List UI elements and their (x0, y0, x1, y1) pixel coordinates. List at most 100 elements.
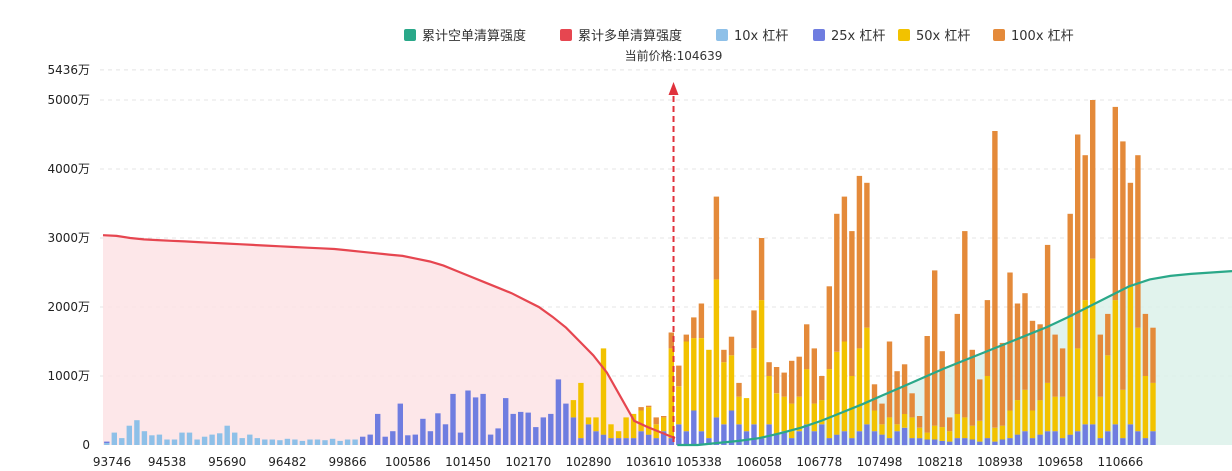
bar-segment (1044, 382, 1051, 432)
legend-item[interactable]: 累计空单清算强度 (404, 28, 526, 44)
bar-segment (969, 425, 975, 440)
legend-item[interactable]: 10x 杠杆 (716, 28, 788, 44)
legend-item[interactable]: 累计多单清算强度 (560, 28, 682, 44)
bar-segment (593, 431, 599, 445)
bar-segment (367, 434, 373, 445)
bar-segment (758, 438, 765, 445)
bar-segment (796, 396, 802, 432)
bar-segment (879, 424, 885, 435)
bar-segment (141, 431, 148, 445)
bar-segment (1142, 376, 1149, 439)
bar-segment (646, 407, 652, 435)
bar-segment (1127, 286, 1134, 425)
x-tick-label: 101450 (445, 455, 491, 469)
bar-segment (751, 424, 757, 445)
bar-segment (480, 393, 486, 445)
bar-segment (668, 348, 674, 439)
bar-segment (1135, 431, 1141, 445)
bar-segment (578, 382, 584, 439)
legend-item[interactable]: 100x 杠杆 (993, 28, 1074, 44)
bar-segment (608, 438, 614, 445)
y-tick-label: 2000万 (47, 300, 90, 314)
bar-segment (1007, 410, 1013, 439)
x-tick-label: 99866 (329, 455, 367, 469)
bar-segment (1037, 434, 1043, 445)
bar-segment (382, 436, 388, 445)
bar-segment (819, 424, 825, 445)
y-tick-label: 3000万 (47, 231, 90, 245)
bar-segment (1014, 303, 1021, 401)
bar-segment (796, 431, 802, 445)
bar-segment (254, 438, 260, 445)
bar-segment (570, 400, 577, 418)
bar-segment (841, 431, 848, 445)
bar-segment (600, 434, 607, 445)
bar-segment (104, 441, 110, 443)
bar-segment (856, 431, 863, 445)
bar-segment (1082, 300, 1088, 425)
bar-segment (901, 413, 908, 428)
bar-segment (104, 442, 110, 445)
bar-segment (548, 413, 554, 445)
bar-segment (344, 439, 351, 445)
bar-segment (691, 410, 697, 445)
bar-segment (615, 438, 622, 445)
bar-segment (901, 364, 908, 414)
y-tick-label: 0 (82, 438, 90, 452)
x-tick-label: 100586 (385, 455, 431, 469)
bar-segment (1150, 327, 1156, 383)
bar-segment (947, 431, 953, 442)
bar-segment (1029, 438, 1036, 445)
bar-segment (525, 412, 531, 445)
x-tick-label: 103610 (626, 455, 672, 469)
bar-segment (1022, 293, 1028, 390)
bar-segment (939, 351, 945, 428)
bar-segment (962, 231, 968, 418)
bar-segment (758, 238, 765, 301)
bar-segment (1090, 100, 1096, 259)
bar-segment (668, 438, 674, 445)
bar-segment (841, 341, 848, 432)
bar-segment (781, 372, 787, 397)
bar-segment (849, 231, 855, 376)
bar-segment (886, 341, 893, 418)
cumulative-lines (102, 234, 1232, 447)
bar-segment (879, 403, 885, 425)
bar-segment (743, 431, 750, 445)
x-tick-label: 105338 (676, 455, 722, 469)
legend-label: 累计空单清算强度 (422, 28, 526, 44)
bar-segment (1090, 424, 1096, 445)
bar-segment (1142, 313, 1149, 376)
bar-segment (661, 431, 667, 445)
bar-segment (638, 410, 644, 432)
bar-segment (1127, 424, 1134, 445)
bar-segment (653, 417, 659, 425)
legend[interactable]: 累计空单清算强度 累计多单清算强度 10x 杠杆 25x 杠杆 50x 杠杆 100x 杠… (404, 28, 1074, 44)
bar-segment (1135, 155, 1141, 328)
bar-segment (1052, 431, 1058, 445)
bar-segment (706, 349, 712, 439)
bar-segment (849, 376, 855, 439)
axes: 0 1000万 2000万 3000万 4000万 5000万 5436万 93746 9453… (47, 63, 1143, 469)
long-cumulative-area (103, 235, 675, 445)
bar-segment (1022, 389, 1028, 432)
bar-segment (1105, 313, 1111, 356)
legend-item[interactable]: 50x 杠杆 (898, 28, 970, 44)
bar-segment (1007, 438, 1013, 445)
bar-segment (849, 438, 855, 445)
bar-segment (736, 424, 742, 445)
bar-segment (999, 439, 1006, 445)
bar-segment (412, 434, 418, 445)
bar-segment (939, 440, 945, 445)
bar-segment (442, 424, 449, 445)
bar-segment (1075, 431, 1081, 445)
bar-segment (314, 439, 321, 445)
bar-segment (819, 376, 825, 401)
bar-segment (623, 417, 629, 439)
legend-item[interactable]: 25x 杠杆 (813, 28, 885, 44)
short-cumulative-line (677, 270, 1232, 447)
x-tick-label: 107498 (857, 455, 903, 469)
bar-segment (901, 427, 908, 446)
bar-segment (420, 418, 426, 445)
bar-segment (307, 439, 313, 445)
